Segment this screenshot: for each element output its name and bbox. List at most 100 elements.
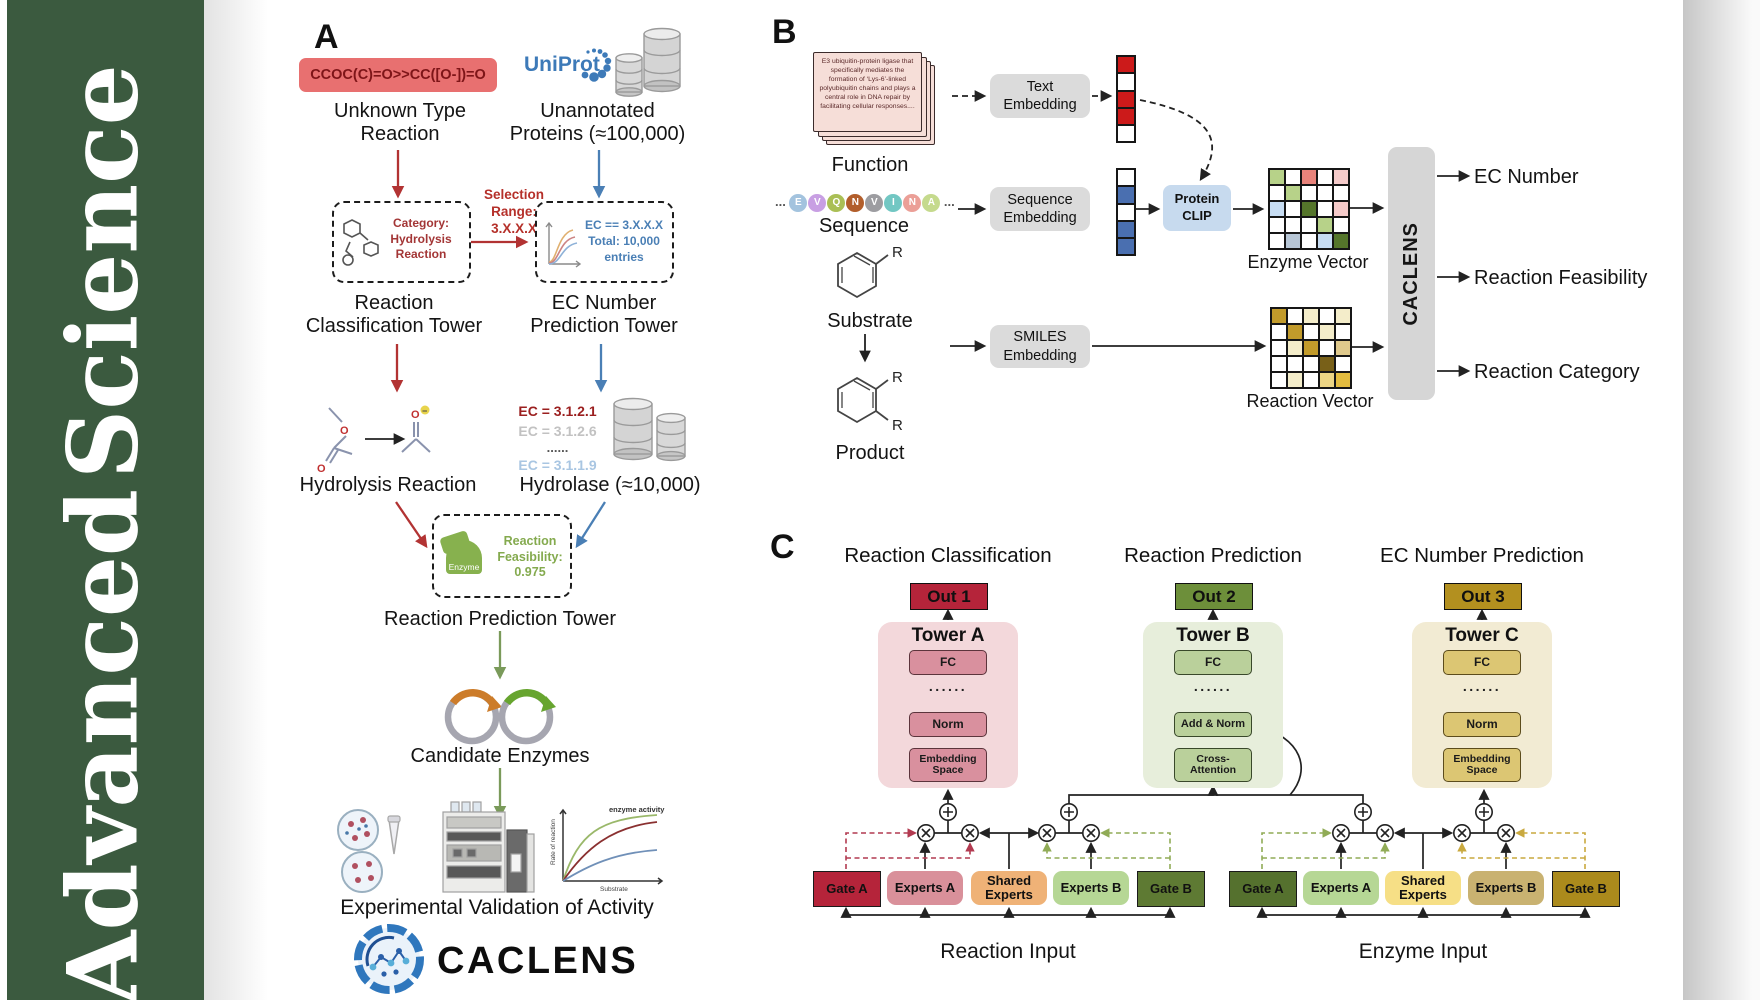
tower-c-fc: FC: [1443, 650, 1521, 675]
tower-c-dots: ......: [1462, 678, 1502, 694]
reaction-experts-a: Experts A: [887, 871, 963, 905]
r-group-label: R: [892, 369, 903, 386]
grid-cell: [1303, 324, 1319, 340]
caclens-model-label: CACLENS: [1400, 221, 1422, 326]
residue-N: N: [903, 193, 922, 212]
tower-c-embedding-space: Embedding Space: [1443, 748, 1521, 782]
function-label: Function: [831, 154, 909, 176]
grid-cell: [1269, 169, 1285, 185]
grid-cell: [1335, 308, 1351, 324]
grid-cell: [1285, 217, 1301, 233]
residue-I: I: [884, 193, 903, 212]
panel-a-label: A: [314, 18, 339, 56]
tower-c-norm: Norm: [1443, 712, 1521, 737]
grid-cell: [1285, 233, 1301, 249]
grid-cell: [1317, 201, 1333, 217]
grid-cell: [1317, 233, 1333, 249]
ec-item: ......: [546, 440, 569, 455]
header-reaction-classification: Reaction Classification: [844, 544, 1052, 567]
database-icon: [613, 397, 686, 462]
ec-number-box: [535, 201, 674, 283]
grid-cell: [1271, 356, 1287, 372]
ec-box-text: EC == 3.X.X.X Total: 10,000 entries: [584, 218, 664, 265]
multiply-node: [1332, 823, 1351, 842]
vector-cell: [1117, 238, 1135, 256]
caclens-model-box: CACLENS: [1388, 147, 1435, 400]
candidate-enzymes-label: Candidate Enzymes: [410, 745, 590, 767]
text-embedding-vector: [1116, 55, 1136, 144]
enzyme-experts-a: Experts A: [1303, 871, 1379, 905]
category-text: Category: Hydrolysis Reaction: [390, 216, 452, 262]
vector-cell: [1117, 125, 1135, 143]
product-label: Product: [835, 442, 905, 464]
out-2-box: Out 2: [1175, 583, 1253, 610]
vector-cell: [1117, 203, 1135, 221]
vector-cell: [1117, 169, 1135, 187]
ellipsis: ...: [943, 194, 955, 210]
enzyme-input-label: Enzyme Input: [1358, 940, 1488, 963]
header-reaction-prediction: Reaction Prediction: [1124, 544, 1302, 567]
uniprot-logo: UniProt: [524, 48, 612, 82]
smiles-embedding-box: SMILES Embedding: [990, 325, 1090, 368]
grid-cell: [1287, 356, 1303, 372]
enzyme-gate-a: Gate A: [1229, 871, 1297, 907]
sample-prep-icon: [337, 809, 401, 893]
plasmid-icons: [444, 689, 556, 745]
ec-item: EC = 3.1.2.1: [518, 403, 597, 419]
sequence-label: Sequence: [818, 215, 910, 237]
grid-cell: [1319, 324, 1335, 340]
protein-clip-box: Protein CLIP: [1163, 185, 1231, 231]
right-fade: [1683, 0, 1760, 1000]
reaction-molecules-icon: [342, 219, 379, 266]
grid-cell: [1271, 308, 1287, 324]
multiply-node: [1082, 823, 1101, 842]
hplc-instrument-icon: [442, 801, 535, 893]
hydrolase-label: Hydrolase (≈10,000): [519, 474, 701, 496]
plus-node: [938, 802, 957, 821]
grid-cell: [1303, 372, 1319, 388]
grid-cell: [1287, 308, 1303, 324]
reaction-classification-box: [332, 201, 471, 283]
tower-b-fc: FC: [1174, 650, 1252, 675]
multiply-node: [1038, 823, 1057, 842]
database-icon: [615, 27, 681, 97]
svg-text:O: O: [411, 409, 420, 421]
svg-text:O: O: [317, 463, 326, 474]
caclens-wordmark: CACLENS: [437, 940, 639, 982]
enzyme-shared-experts: Shared Experts: [1385, 871, 1461, 905]
tower-b-dots: ......: [1193, 678, 1233, 694]
header-ec-number-prediction: EC Number Prediction: [1380, 544, 1584, 567]
grid-cell: [1333, 201, 1349, 217]
multiply-node: [916, 823, 935, 842]
vector-cell: [1117, 73, 1135, 91]
residue-A: A: [922, 193, 941, 212]
sequence-embedding-box: Sequence Embedding: [990, 187, 1090, 231]
reaction-input-label: Reaction Input: [940, 940, 1076, 963]
journal-sidebar: [7, 0, 204, 1000]
residue-Q: Q: [827, 193, 846, 212]
grid-cell: [1285, 185, 1301, 201]
grid-cell: [1287, 372, 1303, 388]
plus-node: [1475, 802, 1494, 821]
multiply-node: [1497, 823, 1516, 842]
panel-b-label: B: [772, 13, 797, 51]
grid-cell: [1335, 356, 1351, 372]
grid-cell: [1301, 201, 1317, 217]
function-card-text: E3 ubiquitin-protein ligase that specifi…: [819, 58, 916, 110]
vector-cell: [1117, 186, 1135, 204]
substrate-label: Substrate: [827, 310, 913, 332]
grid-cell: [1335, 324, 1351, 340]
tower-a-embedding-space: Embedding Space: [909, 748, 987, 782]
svg-text:O: O: [340, 425, 349, 437]
r-group-label: R: [892, 245, 903, 261]
substrate-molecule-icon: R: [837, 245, 903, 299]
grid-cell: [1333, 233, 1349, 249]
journal-name-advanced: Advanced: [46, 488, 160, 1000]
reaction-shared-experts: Shared Experts: [971, 871, 1047, 905]
tower-c: Tower C FC ...... Norm Embedding Space: [1412, 622, 1552, 788]
residue-E: E: [789, 193, 808, 212]
enzyme-vector-grid: [1268, 168, 1350, 250]
vector-cell: [1117, 56, 1135, 74]
